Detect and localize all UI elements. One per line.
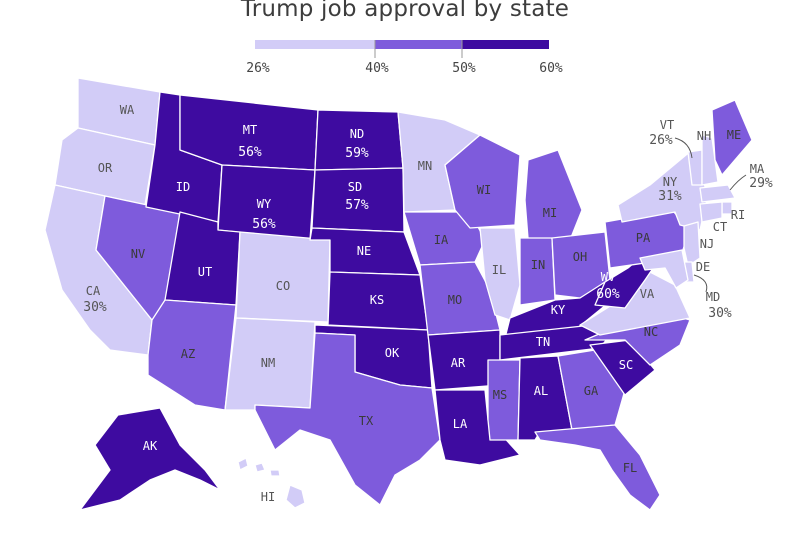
label-MI: MI xyxy=(543,206,557,220)
label-AR: AR xyxy=(451,356,466,370)
label-TN: TN xyxy=(536,335,550,349)
state-MS[interactable] xyxy=(487,359,521,441)
state-labels: WA OR CA 30% NV ID MT 56% WY 56% UT AZ C… xyxy=(83,103,773,504)
state-MD[interactable] xyxy=(639,249,689,289)
label-MA: MA xyxy=(750,162,765,176)
state-ME[interactable] xyxy=(711,99,753,176)
label-FL: FL xyxy=(623,461,637,475)
label-WY: WY xyxy=(257,197,272,211)
value-MD: 30% xyxy=(708,306,732,321)
label-NE: NE xyxy=(357,244,371,258)
label-AK: AK xyxy=(143,439,158,453)
value-NY: 31% xyxy=(658,189,682,204)
label-SD: SD xyxy=(348,180,362,194)
label-UT: UT xyxy=(198,265,212,279)
md-callout-line xyxy=(693,274,708,293)
state-AZ[interactable] xyxy=(147,299,237,411)
state-CT[interactable] xyxy=(699,201,723,223)
label-LA: LA xyxy=(453,417,468,431)
label-IL: IL xyxy=(492,263,506,277)
label-CT: CT xyxy=(713,220,727,234)
label-WV: WV xyxy=(601,270,615,284)
legend-bin-50-60 xyxy=(462,40,549,49)
legend-tick-50: 50% xyxy=(452,61,476,76)
state-TX[interactable] xyxy=(254,332,441,506)
legend: 26% 40% 50% 60% xyxy=(246,40,563,76)
label-IN: IN xyxy=(531,258,545,272)
label-KS: KS xyxy=(370,293,384,307)
label-NV: NV xyxy=(131,247,145,261)
legend-bin-26-40 xyxy=(255,40,375,49)
label-MS: MS xyxy=(493,388,507,402)
state-NH[interactable] xyxy=(701,134,719,186)
label-MO: MO xyxy=(448,293,462,307)
legend-tick-26: 26% xyxy=(246,61,270,76)
label-VT: VT xyxy=(660,118,674,132)
label-NH: NH xyxy=(697,129,711,143)
label-CA: CA xyxy=(86,284,101,298)
value-MA: 29% xyxy=(749,176,773,191)
label-OK: OK xyxy=(385,346,400,360)
state-LA[interactable] xyxy=(434,389,521,466)
label-ME: ME xyxy=(727,128,741,142)
value-VT: 26% xyxy=(649,133,673,148)
label-NJ: NJ xyxy=(700,237,714,251)
label-GA: GA xyxy=(584,384,599,398)
label-WA: WA xyxy=(120,103,135,117)
value-CA: 30% xyxy=(83,300,107,315)
label-HI: HI xyxy=(261,490,275,504)
label-NM: NM xyxy=(261,356,275,370)
value-WY: 56% xyxy=(252,217,276,232)
label-RI: RI xyxy=(731,208,745,222)
label-ND: ND xyxy=(350,127,364,141)
label-AL: AL xyxy=(534,384,548,398)
label-OR: OR xyxy=(98,161,113,175)
value-WV: 60% xyxy=(596,287,620,302)
value-SD: 57% xyxy=(345,198,369,213)
label-TX: TX xyxy=(359,414,374,428)
value-ND: 59% xyxy=(345,146,369,161)
label-MD: MD xyxy=(706,290,720,304)
state-AK[interactable] xyxy=(79,407,221,511)
label-PA: PA xyxy=(636,231,651,245)
legend-bin-40-50 xyxy=(375,40,462,49)
label-CO: CO xyxy=(276,279,290,293)
label-ID: ID xyxy=(176,180,190,194)
label-DE: DE xyxy=(696,260,710,274)
label-NY: NY xyxy=(663,175,678,189)
state-MI[interactable] xyxy=(524,149,583,241)
map-title: Trump job approval by state xyxy=(240,0,570,22)
label-NC: NC xyxy=(644,325,658,339)
state-HI[interactable] xyxy=(237,457,306,509)
value-MT: 56% xyxy=(238,145,262,160)
label-VA: VA xyxy=(640,287,655,301)
label-MN: MN xyxy=(418,159,432,173)
ma-callout-line xyxy=(729,174,747,191)
state-NJ[interactable] xyxy=(683,221,701,267)
state-WI[interactable] xyxy=(444,134,521,229)
state-MA[interactable] xyxy=(699,184,736,203)
label-AZ: AZ xyxy=(181,347,195,361)
legend-tick-40: 40% xyxy=(365,61,389,76)
state-NY[interactable] xyxy=(617,149,709,231)
callout-lines xyxy=(674,137,747,293)
label-KY: KY xyxy=(551,303,566,317)
legend-tick-60: 60% xyxy=(539,61,563,76)
state-CO[interactable] xyxy=(235,231,331,323)
label-SC: SC xyxy=(619,358,633,372)
vt-callout-line xyxy=(674,137,693,159)
label-WI: WI xyxy=(477,183,491,197)
label-MT: MT xyxy=(243,123,257,137)
label-IA: IA xyxy=(434,233,449,247)
label-OH: OH xyxy=(573,250,587,264)
state-FL[interactable] xyxy=(534,424,661,511)
